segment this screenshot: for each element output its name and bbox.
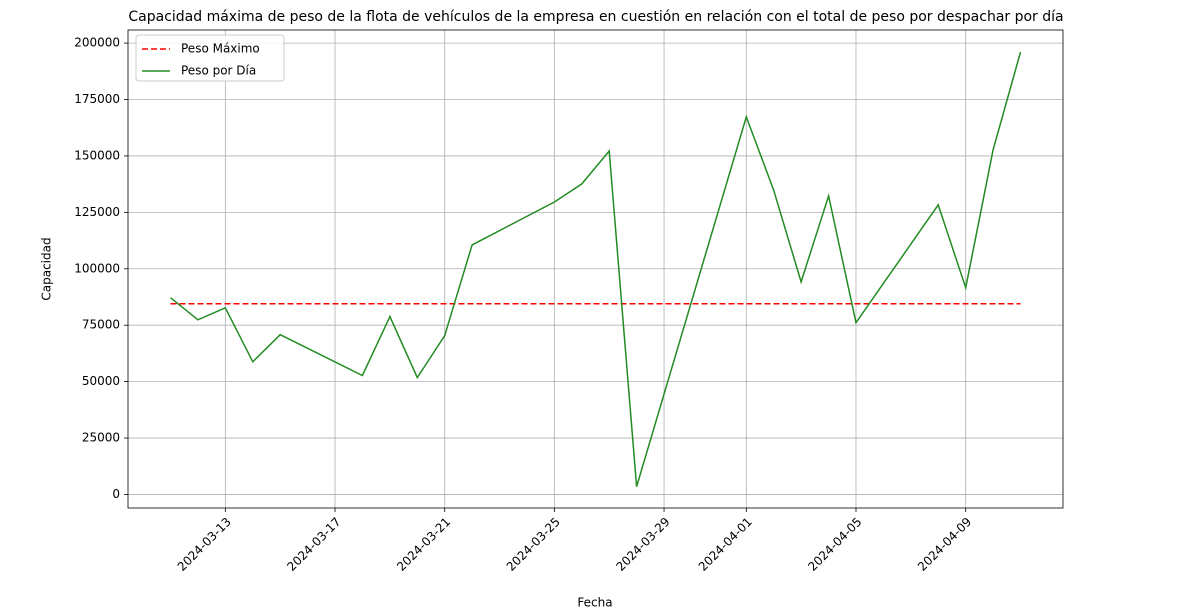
y-tick-label: 175000: [74, 92, 120, 106]
y-tick-label: 125000: [74, 205, 120, 219]
y-tick-label: 25000: [82, 431, 120, 445]
x-tick-label: 2024-03-25: [504, 515, 563, 574]
data-line: [170, 51, 1022, 487]
y-tick-label: 150000: [74, 148, 120, 162]
chart-title: Capacidad máxima de peso de la flota de …: [128, 9, 1063, 25]
y-tick-label: 200000: [74, 36, 120, 50]
legend-label: Peso Máximo: [181, 42, 260, 56]
x-axis-label: Fecha: [577, 596, 612, 610]
x-tick-label: 2024-03-29: [613, 515, 672, 574]
plot-frame: [127, 29, 1064, 509]
y-tick-label: 50000: [82, 374, 120, 388]
x-tick-label: 2024-04-09: [915, 515, 974, 574]
y-tick-label: 100000: [74, 261, 120, 275]
y-tick-label: 75000: [82, 318, 120, 332]
x-tick-label: 2024-03-13: [175, 515, 234, 574]
y-tick-label: 0: [112, 487, 120, 501]
y-axis-label: Capacidad: [40, 237, 54, 300]
x-tick-label: 2024-04-05: [805, 515, 864, 574]
x-tick-label: 2024-03-21: [394, 515, 453, 574]
legend: Peso Máximo Peso por Día: [135, 34, 285, 82]
x-tick-label: 2024-03-17: [284, 515, 343, 574]
x-tick-label: 2024-04-01: [696, 515, 755, 574]
legend-label: Peso por Día: [181, 64, 256, 78]
legend-box: [135, 34, 285, 82]
